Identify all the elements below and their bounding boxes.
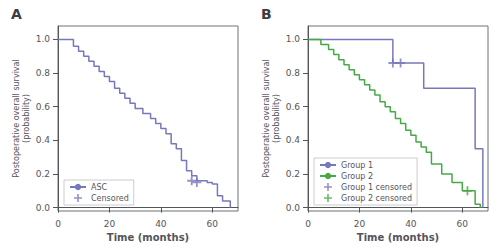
- svg-text:0.2: 0.2: [36, 169, 50, 179]
- svg-text:(probability): (probability): [272, 94, 281, 143]
- svg-text:20: 20: [104, 219, 116, 229]
- svg-text:0.8: 0.8: [36, 68, 51, 78]
- svg-text:0.2: 0.2: [286, 169, 300, 179]
- svg-text:0.0: 0.0: [286, 203, 301, 213]
- svg-text:40: 40: [155, 219, 167, 229]
- svg-text:0: 0: [305, 219, 311, 229]
- svg-text:Time (months): Time (months): [357, 232, 439, 243]
- svg-text:A: A: [11, 6, 22, 22]
- svg-text:40: 40: [405, 219, 417, 229]
- svg-text:B: B: [261, 6, 272, 22]
- svg-text:60: 60: [457, 219, 469, 229]
- svg-text:Group 2: Group 2: [341, 172, 373, 181]
- svg-text:0.4: 0.4: [36, 135, 51, 145]
- svg-text:Censored: Censored: [91, 194, 129, 203]
- svg-text:0: 0: [55, 219, 61, 229]
- svg-text:ASC: ASC: [91, 183, 108, 192]
- svg-text:0.0: 0.0: [36, 203, 51, 213]
- svg-text:(probability): (probability): [22, 94, 31, 143]
- svg-text:0.6: 0.6: [286, 102, 301, 112]
- svg-text:0.4: 0.4: [286, 135, 301, 145]
- svg-text:1.0: 1.0: [36, 34, 51, 44]
- svg-text:Group 2 censored: Group 2 censored: [341, 194, 412, 203]
- svg-text:60: 60: [207, 219, 219, 229]
- svg-text:20: 20: [354, 219, 366, 229]
- svg-text:Postoperative overall survival: Postoperative overall survival: [262, 59, 271, 177]
- svg-text:1.0: 1.0: [286, 34, 301, 44]
- svg-text:0.6: 0.6: [36, 102, 51, 112]
- svg-text:Group 1: Group 1: [341, 161, 373, 170]
- svg-text:0.8: 0.8: [286, 68, 301, 78]
- svg-text:Group 1 censored: Group 1 censored: [341, 183, 412, 192]
- svg-text:Time (months): Time (months): [107, 232, 189, 243]
- svg-text:Postoperative overall survival: Postoperative overall survival: [12, 59, 21, 177]
